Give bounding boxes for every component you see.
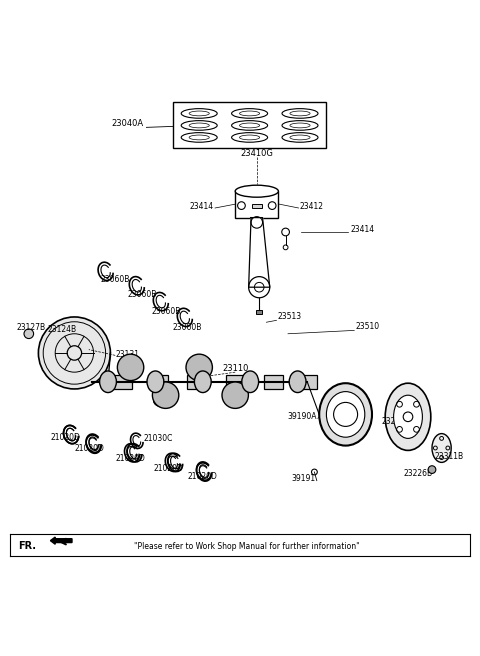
Bar xyxy=(226,375,245,389)
Circle shape xyxy=(38,317,110,389)
Bar xyxy=(256,310,262,314)
Text: 23131: 23131 xyxy=(115,350,139,359)
Text: 23060B: 23060B xyxy=(151,306,180,316)
Text: 23110: 23110 xyxy=(222,364,248,373)
Text: 23060B: 23060B xyxy=(127,290,156,298)
Text: 21020D: 21020D xyxy=(115,454,145,463)
Text: 23311B: 23311B xyxy=(434,451,464,461)
Ellipse shape xyxy=(319,383,372,445)
Text: FR.: FR. xyxy=(18,541,36,551)
Bar xyxy=(173,102,326,148)
Bar xyxy=(113,375,132,389)
Ellipse shape xyxy=(222,382,249,409)
Text: 23226B: 23226B xyxy=(403,469,432,478)
Text: 21020D: 21020D xyxy=(154,464,183,472)
Ellipse shape xyxy=(226,392,245,405)
Polygon shape xyxy=(249,218,270,287)
Ellipse shape xyxy=(117,354,144,380)
Ellipse shape xyxy=(154,395,173,407)
Text: 23040A: 23040A xyxy=(112,119,144,129)
Ellipse shape xyxy=(385,383,431,451)
Ellipse shape xyxy=(147,371,164,392)
Bar xyxy=(235,191,278,218)
Text: 23060B: 23060B xyxy=(173,323,202,333)
Ellipse shape xyxy=(186,354,212,380)
Text: 23060B: 23060B xyxy=(101,276,130,285)
Circle shape xyxy=(428,466,436,474)
Bar xyxy=(149,375,168,389)
Ellipse shape xyxy=(235,185,278,197)
Text: 23127B: 23127B xyxy=(17,323,46,332)
Bar xyxy=(187,375,206,389)
Text: 21030C: 21030C xyxy=(143,434,172,443)
Ellipse shape xyxy=(394,395,422,438)
Ellipse shape xyxy=(100,371,117,392)
Text: 23513: 23513 xyxy=(277,312,301,321)
FancyArrow shape xyxy=(50,537,72,544)
Ellipse shape xyxy=(192,357,211,369)
Bar xyxy=(252,203,262,207)
Text: 21020D: 21020D xyxy=(50,433,80,442)
Bar xyxy=(264,375,283,389)
Text: 39190A: 39190A xyxy=(288,412,317,421)
Bar xyxy=(298,375,317,389)
Text: 23124B: 23124B xyxy=(48,325,77,334)
Text: 23412: 23412 xyxy=(300,202,324,211)
Text: 23414: 23414 xyxy=(350,225,374,234)
Text: 23410G: 23410G xyxy=(240,149,273,158)
Ellipse shape xyxy=(122,359,142,371)
Text: 21020D: 21020D xyxy=(187,472,217,482)
Ellipse shape xyxy=(194,371,211,392)
Text: 23110: 23110 xyxy=(227,382,253,391)
Text: 23510: 23510 xyxy=(355,322,379,331)
Text: 23414: 23414 xyxy=(190,202,214,211)
Text: 23211B: 23211B xyxy=(382,417,410,426)
Text: 21020D: 21020D xyxy=(74,444,104,453)
Circle shape xyxy=(24,329,34,338)
Text: 39191: 39191 xyxy=(291,474,315,483)
Text: "Please refer to Work Shop Manual for further information": "Please refer to Work Shop Manual for fu… xyxy=(134,542,360,551)
Ellipse shape xyxy=(153,382,179,409)
Ellipse shape xyxy=(326,392,365,437)
Ellipse shape xyxy=(242,371,259,392)
Ellipse shape xyxy=(289,371,306,392)
Ellipse shape xyxy=(432,434,451,462)
